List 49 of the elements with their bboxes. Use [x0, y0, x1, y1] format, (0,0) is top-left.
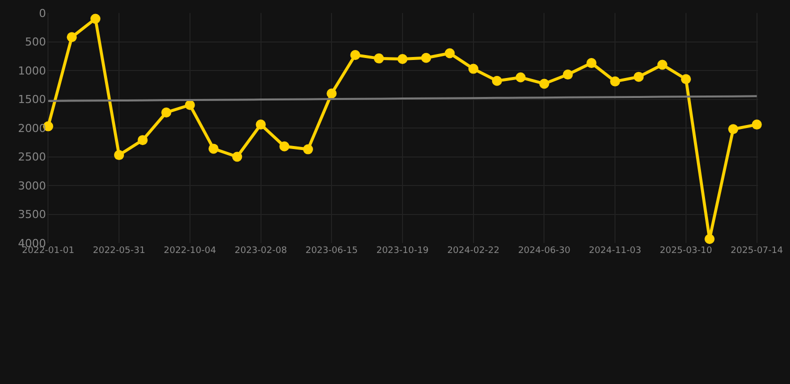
point	[468, 64, 478, 74]
point	[279, 141, 290, 152]
point	[398, 54, 408, 64]
point	[704, 234, 715, 244]
point	[516, 72, 526, 82]
point	[492, 76, 502, 86]
point	[161, 107, 172, 118]
point	[208, 144, 219, 154]
point	[374, 53, 384, 64]
point	[256, 120, 266, 130]
y-tick-label: 1500	[18, 93, 46, 106]
x-tick-label: 2025-07-14	[730, 246, 784, 256]
x-tick-label: 2024-06-30	[518, 246, 571, 256]
point	[114, 150, 124, 160]
x-tick-label: 2024-11-03	[588, 246, 642, 256]
point	[232, 152, 242, 162]
point	[303, 144, 314, 154]
y-tick-label: 0	[39, 6, 46, 20]
point	[680, 74, 691, 84]
point	[138, 135, 148, 146]
point	[610, 76, 620, 86]
point	[90, 14, 100, 24]
x-tick-label: 2023-10-19	[376, 246, 429, 256]
point	[634, 72, 644, 82]
point	[326, 88, 337, 98]
point	[444, 48, 455, 58]
y-tick-label: 2500	[18, 150, 46, 164]
y-tick-label: 3500	[18, 208, 46, 222]
point	[562, 70, 573, 80]
x-tick-label: 2023-02-08	[234, 246, 288, 256]
point	[752, 120, 762, 130]
y-tick-label: 1000	[18, 64, 46, 78]
x-tick-label: 2025-03-10	[660, 246, 712, 256]
point	[539, 78, 550, 89]
point	[421, 52, 432, 63]
x-tick-label: 2024-02-22	[447, 246, 500, 256]
x-tick-label: 2022-01-01	[22, 246, 74, 256]
x-tick-label: 2022-10-04	[164, 246, 216, 256]
point	[586, 58, 596, 68]
point	[657, 60, 668, 70]
y-tick-label: 2000	[18, 122, 46, 135]
point	[66, 32, 77, 42]
point	[184, 100, 195, 110]
y-tick-label: 500	[25, 36, 46, 49]
point	[728, 124, 738, 134]
y-tick-label: 3000	[18, 179, 46, 192]
x-tick-label: 2022-05-31	[92, 246, 146, 256]
x-tick-label: 2023-06-15	[305, 246, 358, 256]
point	[350, 50, 360, 60]
